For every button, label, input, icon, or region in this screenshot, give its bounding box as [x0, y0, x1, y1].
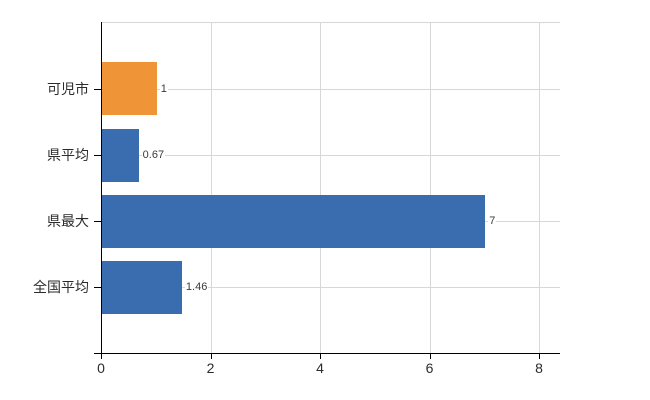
bar-value-label: 1	[159, 81, 168, 96]
x-axis-line	[94, 353, 560, 354]
bar	[102, 128, 139, 182]
bar-value-label: 1.46	[184, 280, 209, 294]
y-tick-mark	[94, 88, 101, 90]
x-tick-label: 6	[425, 360, 434, 376]
y-axis-line	[101, 22, 102, 353]
bar	[102, 62, 157, 115]
x-gridline	[210, 22, 212, 353]
bar-value-label: 7	[488, 214, 497, 228]
x-tick-mark	[320, 353, 321, 359]
x-tick-label: 0	[97, 360, 105, 376]
bar-value-label: 0.67	[141, 148, 166, 162]
category-gridline	[101, 155, 560, 156]
x-gridline	[539, 22, 540, 353]
x-gridline	[320, 22, 321, 353]
y-tick-mark	[94, 287, 101, 288]
y-tick-mark	[94, 221, 101, 222]
category-gridline	[101, 88, 560, 90]
x-tick-label: 4	[316, 360, 324, 376]
category-label: 県最大	[47, 213, 89, 229]
bar	[102, 260, 182, 314]
bar	[102, 194, 486, 248]
category-label: 可児市	[47, 80, 89, 97]
y-tick-mark	[94, 155, 101, 156]
x-tick-mark	[210, 353, 212, 359]
x-tick-mark	[429, 353, 431, 359]
category-gridline	[101, 287, 560, 288]
x-gridline	[429, 22, 431, 353]
x-tick-mark	[101, 353, 102, 359]
x-tick-label: 8	[535, 360, 543, 376]
plot-top-border	[101, 22, 560, 23]
category-label: 県平均	[47, 147, 89, 163]
x-tick-label: 2	[206, 360, 215, 376]
category-label: 全国平均	[33, 279, 89, 295]
x-tick-mark	[539, 353, 540, 359]
